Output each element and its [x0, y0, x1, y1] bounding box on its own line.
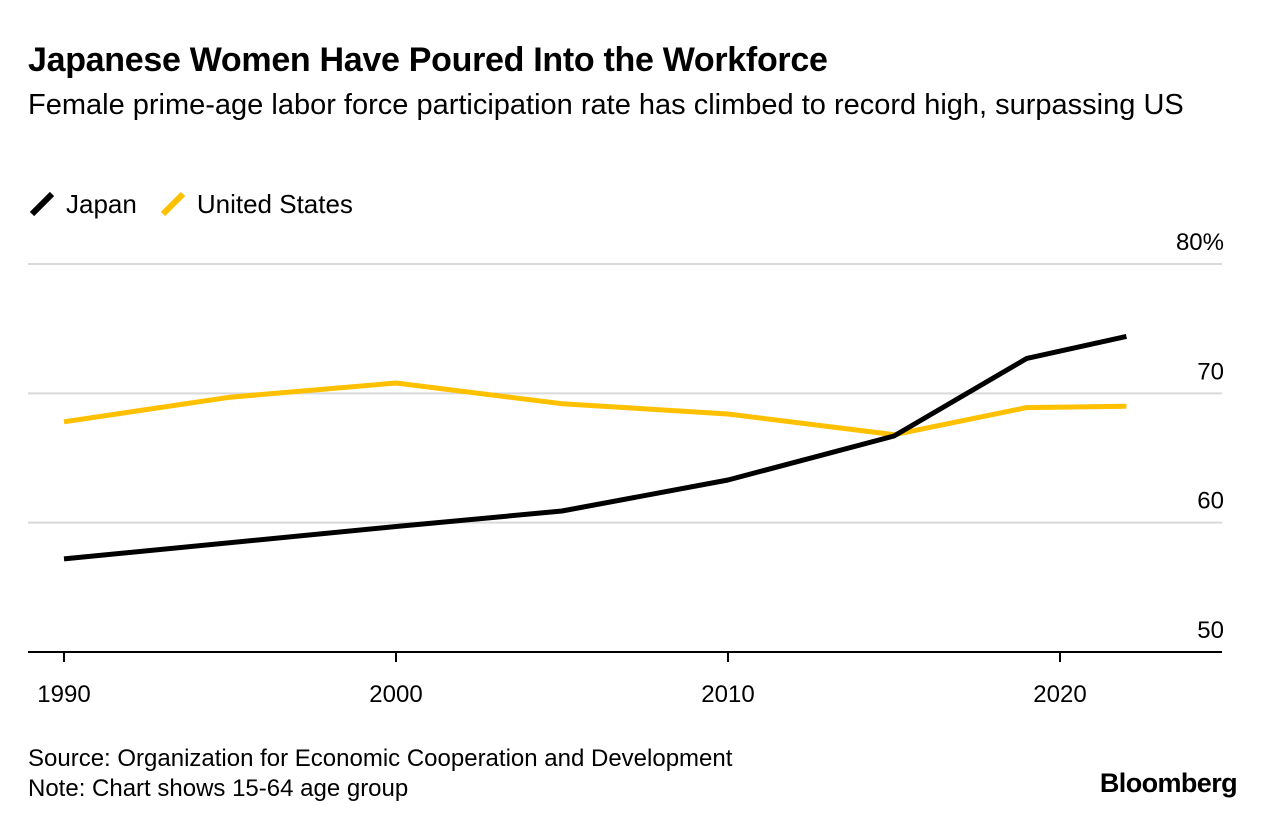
x-tick-label-1990: 1990: [37, 681, 90, 708]
age-group-note: Note: Chart shows 15-64 age group: [28, 775, 409, 802]
legend-swatch-japan: [29, 191, 55, 217]
chart-title: Japanese Women Have Poured Into the Work…: [28, 41, 828, 79]
x-tick-label-2020: 2020: [1033, 681, 1086, 708]
legend-swatch-united-states: [160, 191, 185, 217]
chart-footer: Source: Organization for Economic Cooper…: [28, 744, 732, 804]
y-tick-label-60: 60: [1197, 488, 1224, 515]
x-tick-label-2010: 2010: [701, 681, 754, 708]
bloomberg-logo: Bloomberg: [1099, 768, 1238, 798]
chart-legend: Japan United States: [28, 186, 375, 222]
legend-item-japan: Japan: [28, 189, 137, 220]
legend-label-united-states: United States: [196, 188, 353, 219]
y-tick-label-70: 70: [1197, 358, 1224, 385]
y-tick-label-80: 80%: [1176, 229, 1224, 256]
legend-label-japan: Japan: [66, 188, 137, 219]
series-line-united-states: [63, 380, 1127, 438]
source-note: Source: Organization for Economic Cooper…: [28, 745, 733, 772]
x-tick-label-2000: 2000: [369, 681, 422, 708]
legend-item-united-states: United States: [159, 189, 353, 220]
y-tick-label-50: 50: [1197, 617, 1224, 644]
chart-subtitle: Female prime-age labor force participati…: [28, 89, 1184, 121]
series-line-japan: [63, 333, 1127, 562]
